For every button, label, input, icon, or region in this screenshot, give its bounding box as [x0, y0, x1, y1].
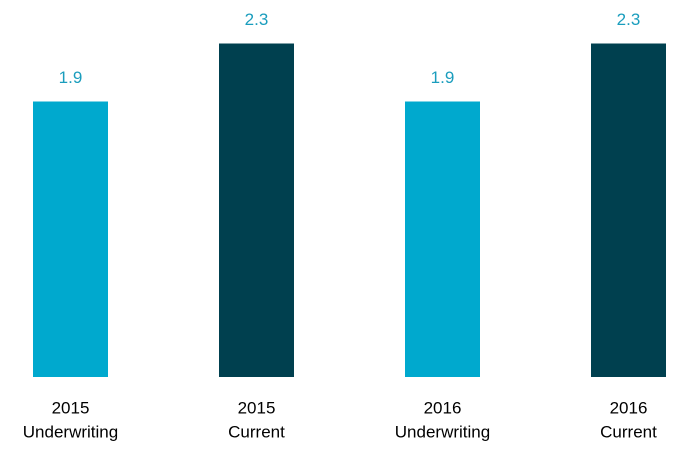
- bar: [405, 101, 480, 377]
- value-label: 1.9: [59, 68, 83, 87]
- x-tick-label: Current: [228, 422, 285, 441]
- bar: [33, 101, 108, 377]
- value-label: 2.3: [617, 10, 641, 29]
- x-tick-label: Current: [600, 422, 657, 441]
- x-tick-label: 2016: [424, 398, 462, 417]
- x-tick-label: Underwriting: [23, 422, 118, 441]
- x-tick-label: 2016: [610, 398, 648, 417]
- x-tick-label: Underwriting: [395, 422, 490, 441]
- bar: [591, 43, 666, 377]
- value-label: 1.9: [431, 68, 455, 87]
- value-label: 2.3: [245, 10, 269, 29]
- bar: [219, 43, 294, 377]
- x-tick-label: 2015: [238, 398, 276, 417]
- x-tick-label: 2015: [52, 398, 90, 417]
